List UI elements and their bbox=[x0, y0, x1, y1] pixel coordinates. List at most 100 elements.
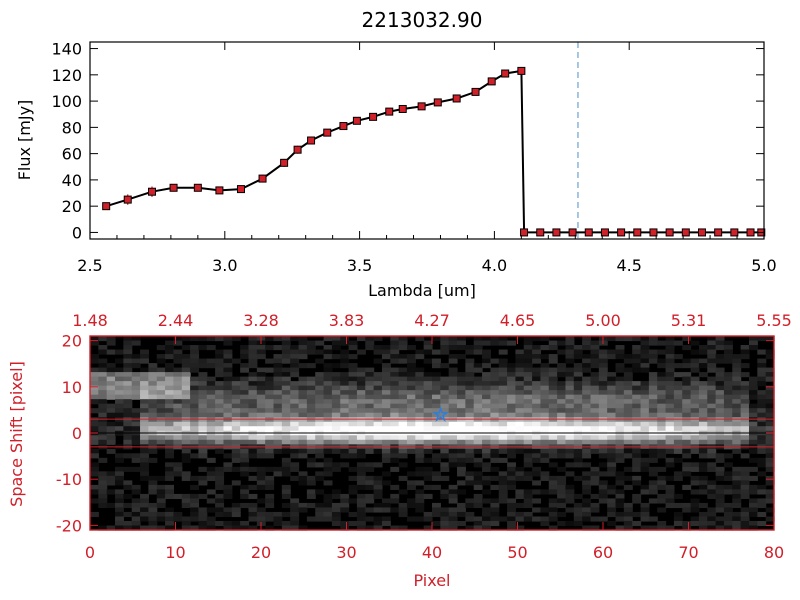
image-pixel bbox=[632, 336, 642, 342]
image-top-wavelength-ticks: 1.48 2.44 3.28 3.83 4.27 4.65 5.00 5.31 5.55 bbox=[72, 311, 792, 344]
image-pixel bbox=[390, 439, 400, 445]
image-pixel bbox=[473, 381, 483, 387]
image-pixel bbox=[223, 390, 233, 396]
image-pixel bbox=[390, 426, 400, 432]
image-pixel bbox=[181, 448, 191, 454]
image-pixel bbox=[757, 484, 767, 490]
image-pixel bbox=[598, 498, 608, 504]
image-pixel bbox=[682, 363, 692, 369]
image-pixel bbox=[190, 502, 200, 509]
image-pixel bbox=[265, 516, 275, 522]
image-pixel bbox=[465, 475, 475, 481]
image-pixel bbox=[640, 399, 650, 405]
image-pixel bbox=[356, 376, 366, 382]
image-pixel bbox=[340, 376, 350, 382]
image-pixel bbox=[98, 358, 108, 364]
image-pixel bbox=[90, 394, 99, 400]
image-pixel bbox=[173, 394, 183, 400]
image-pixel bbox=[632, 457, 642, 463]
image-pixel bbox=[356, 367, 366, 373]
image-pixel bbox=[640, 511, 650, 518]
image-pixel bbox=[223, 354, 233, 360]
image-pixel bbox=[181, 354, 191, 360]
image-pixel bbox=[365, 390, 375, 396]
image-pixel bbox=[582, 475, 592, 481]
image-pixel bbox=[315, 376, 325, 382]
image-pixel bbox=[123, 340, 133, 346]
image-pixel bbox=[615, 480, 625, 486]
image-pixel bbox=[515, 376, 525, 382]
image-pixel bbox=[181, 367, 191, 373]
image-pixel bbox=[465, 471, 475, 477]
image-pixel bbox=[590, 439, 600, 445]
image-pixel bbox=[365, 403, 375, 409]
image-pixel bbox=[415, 372, 425, 378]
image-pixel bbox=[448, 435, 458, 441]
image-pixel bbox=[732, 421, 742, 427]
flux-series-line bbox=[105, 69, 764, 234]
image-pixel bbox=[715, 421, 725, 427]
image-pixel bbox=[515, 435, 525, 441]
image-pixel bbox=[181, 471, 191, 477]
image-pixel bbox=[765, 421, 775, 427]
image-pixel bbox=[465, 417, 475, 423]
image-pixel bbox=[223, 394, 233, 400]
image-pixel bbox=[457, 457, 466, 463]
image-pixel bbox=[607, 502, 617, 509]
image-pixel bbox=[123, 421, 133, 427]
image-pixel bbox=[306, 489, 316, 495]
image-pixel bbox=[498, 367, 508, 373]
image-pixel bbox=[457, 345, 466, 351]
image-pixel bbox=[482, 507, 491, 513]
image-pixel bbox=[682, 484, 692, 490]
image-pixel bbox=[165, 345, 175, 351]
image-pixel bbox=[715, 408, 725, 414]
image-pixel bbox=[323, 435, 333, 441]
image-pixel bbox=[256, 367, 266, 373]
image-pixel bbox=[348, 363, 358, 369]
image-pixel bbox=[273, 403, 283, 409]
image-pixel bbox=[507, 385, 517, 391]
image-pixel bbox=[223, 507, 233, 513]
image-pixel bbox=[498, 480, 508, 486]
image-pixel bbox=[231, 385, 241, 391]
image-pixel bbox=[548, 448, 558, 454]
image-pixel bbox=[173, 385, 183, 391]
image-pixel bbox=[473, 336, 483, 342]
image-pixel bbox=[540, 489, 550, 495]
image-pixel bbox=[115, 390, 124, 396]
chart-title: 2213032.90 bbox=[362, 8, 483, 32]
image-pixel bbox=[223, 403, 233, 409]
image-pixel bbox=[523, 489, 533, 495]
image-pixel bbox=[173, 466, 183, 472]
image-pixel bbox=[723, 385, 733, 391]
image-pixel bbox=[648, 525, 658, 531]
image-pixel bbox=[340, 448, 350, 454]
image-pixel bbox=[315, 439, 325, 445]
image-pixel bbox=[532, 390, 542, 396]
image-pixel bbox=[165, 493, 175, 500]
image-pixel bbox=[181, 439, 191, 445]
image-pixel bbox=[348, 489, 358, 495]
image-pixel bbox=[598, 453, 608, 459]
image-pixel bbox=[665, 426, 675, 432]
image-pixel bbox=[315, 385, 325, 391]
image-pixel bbox=[607, 349, 617, 355]
image-pixel bbox=[523, 448, 533, 454]
image-pixel bbox=[131, 435, 141, 441]
image-pixel bbox=[657, 525, 667, 531]
image-pixel bbox=[557, 390, 567, 396]
image-pixel bbox=[265, 448, 275, 454]
image-pixel bbox=[123, 484, 133, 490]
image-pixel bbox=[590, 435, 600, 441]
image-pixel bbox=[248, 399, 258, 405]
image-pixel bbox=[465, 385, 475, 391]
image-pixel bbox=[573, 367, 583, 373]
image-pixel bbox=[281, 340, 291, 346]
image-y-tick-label: -10 bbox=[56, 470, 82, 489]
image-pixel bbox=[448, 421, 458, 427]
image-pixel bbox=[523, 498, 533, 504]
image-pixel bbox=[648, 489, 658, 495]
image-pixel bbox=[140, 367, 149, 373]
image-pixel bbox=[465, 457, 475, 463]
